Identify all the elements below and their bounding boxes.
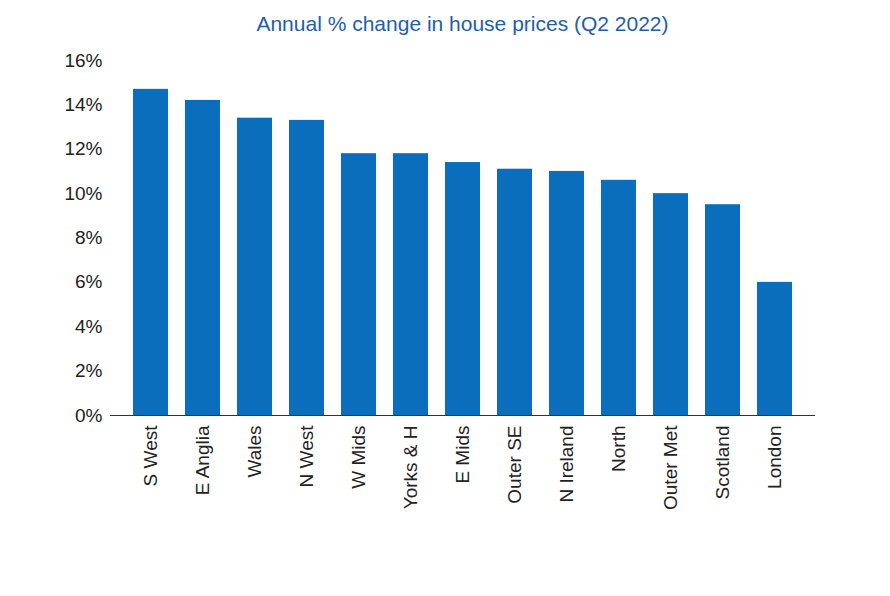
svg-text:Scotland: Scotland	[712, 426, 733, 500]
svg-text:10%: 10%	[64, 183, 102, 204]
svg-text:North: North	[608, 426, 629, 472]
svg-text:N West: N West	[296, 425, 317, 488]
svg-text:Wales: Wales	[244, 426, 265, 478]
svg-text:Outer SE: Outer SE	[504, 426, 525, 504]
svg-text:16%: 16%	[64, 50, 102, 71]
svg-text:E Mids: E Mids	[452, 426, 473, 484]
svg-text:8%: 8%	[75, 227, 103, 248]
svg-text:6%: 6%	[75, 271, 103, 292]
svg-text:W Mids: W Mids	[348, 426, 369, 489]
svg-text:14%: 14%	[64, 94, 102, 115]
svg-text:2%: 2%	[75, 360, 103, 381]
svg-text:London: London	[764, 426, 785, 489]
svg-text:S West: S West	[140, 425, 161, 487]
svg-text:0%: 0%	[75, 405, 103, 426]
svg-text:Outer Met: Outer Met	[660, 425, 681, 510]
svg-text:12%: 12%	[64, 138, 102, 159]
svg-text:N Ireland: N Ireland	[556, 426, 577, 503]
svg-text:Yorks & H: Yorks & H	[400, 426, 421, 510]
svg-text:4%: 4%	[75, 316, 103, 337]
html-text:Annual % change in house price: Annual % change in house prices (Q2 2022…	[256, 12, 669, 35]
svg-text:E Anglia: E Anglia	[192, 425, 213, 495]
